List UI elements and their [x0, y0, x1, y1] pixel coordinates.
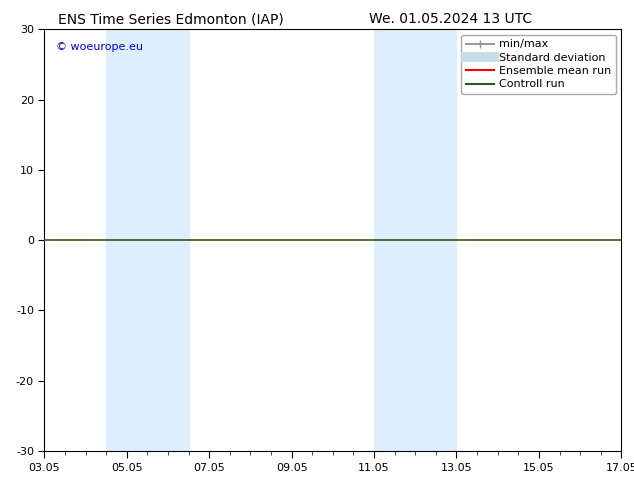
Bar	[374, 29, 456, 451]
Text: ENS Time Series Edmonton (IAP): ENS Time Series Edmonton (IAP)	[58, 12, 284, 26]
Bar	[106, 29, 189, 451]
Text: We. 01.05.2024 13 UTC: We. 01.05.2024 13 UTC	[368, 12, 532, 26]
Legend: min/max, Standard deviation, Ensemble mean run, Controll run: min/max, Standard deviation, Ensemble me…	[462, 35, 616, 94]
Text: © woeurope.eu: © woeurope.eu	[56, 42, 143, 52]
